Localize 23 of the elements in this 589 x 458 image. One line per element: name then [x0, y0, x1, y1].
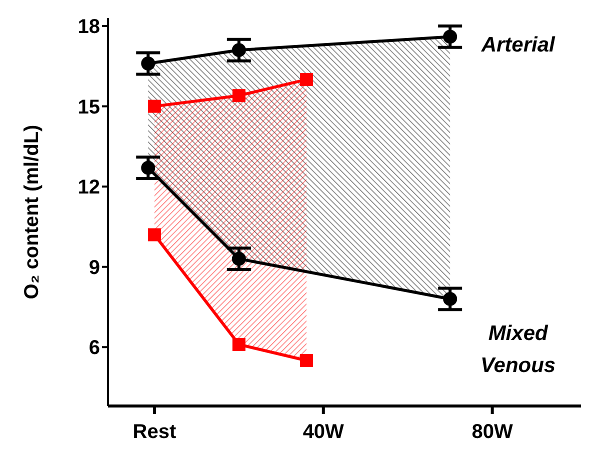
x-tick-label: 80W [472, 421, 513, 444]
x-tick-label: Rest [132, 421, 176, 444]
y-tick-label: 9 [88, 256, 100, 279]
point [300, 354, 313, 368]
y-tick-label: 12 [78, 176, 100, 199]
point [232, 43, 246, 58]
point [148, 100, 161, 113]
x-tick-label: 40W [302, 421, 344, 444]
y-tick-label: 6 [88, 337, 100, 360]
point [141, 160, 156, 175]
point [232, 252, 246, 266]
point [232, 338, 246, 351]
point [443, 292, 458, 306]
point [232, 89, 246, 102]
point [148, 228, 161, 242]
y-tick-label: 18 [78, 16, 100, 38]
point [141, 56, 156, 70]
point [300, 73, 313, 86]
y-tick-label: 15 [78, 96, 100, 118]
annotation: Mixed Venous [480, 321, 556, 376]
point [443, 30, 458, 44]
annotation: Arterial [480, 33, 556, 56]
y-axis-title: O₂ content (ml/dL) [21, 124, 44, 300]
